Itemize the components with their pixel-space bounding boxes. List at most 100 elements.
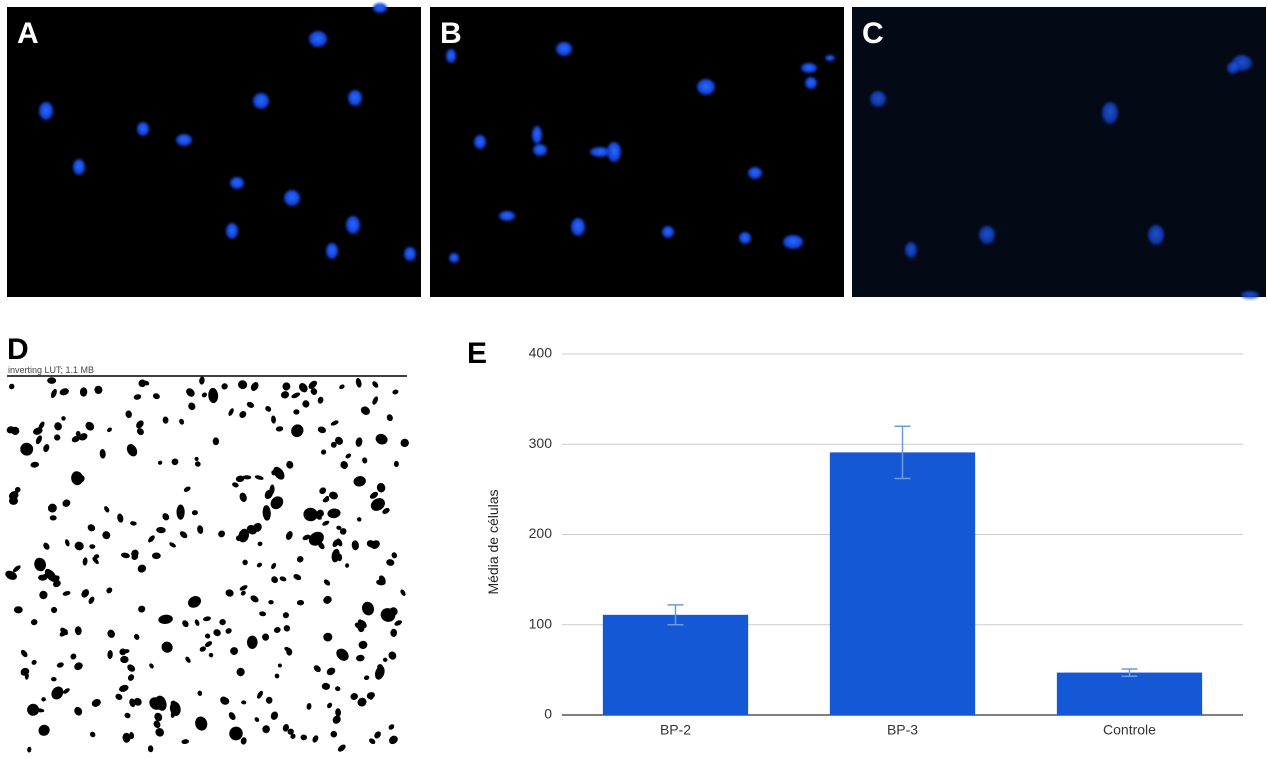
blob (282, 382, 291, 391)
nucleus (590, 147, 610, 157)
blob (357, 697, 367, 707)
blob (256, 562, 263, 568)
blob (282, 612, 289, 619)
blob (257, 690, 263, 699)
blob (6, 426, 15, 434)
blob (133, 633, 140, 640)
nucleus (1241, 291, 1259, 299)
blob (389, 607, 398, 616)
blob (75, 431, 81, 437)
blob (82, 557, 88, 566)
nucleus (825, 55, 835, 61)
blob (390, 628, 398, 637)
blob (102, 531, 111, 540)
nucleus (1227, 62, 1239, 74)
blob (162, 513, 170, 521)
bar (602, 614, 749, 715)
blob (60, 627, 68, 636)
blob (372, 396, 379, 405)
blob (149, 663, 154, 669)
nucleus (446, 49, 456, 63)
blob (194, 456, 199, 461)
blob (360, 406, 370, 415)
nucleus (805, 77, 817, 89)
blob (51, 686, 64, 700)
nucleus (449, 253, 459, 263)
blob (313, 665, 321, 673)
blob (374, 665, 385, 680)
blob (74, 541, 84, 551)
blob (363, 675, 370, 681)
blob (136, 420, 144, 429)
blob (183, 486, 191, 492)
blob (319, 487, 327, 495)
bar (1056, 672, 1203, 715)
blob (197, 525, 204, 534)
blob (129, 732, 135, 740)
blob (356, 517, 362, 522)
nucleus (346, 216, 360, 234)
blob (201, 392, 207, 398)
x-tick-label: BP-2 (660, 722, 691, 738)
blob (133, 394, 142, 400)
blob (225, 589, 234, 597)
blob (303, 507, 318, 522)
blob (254, 717, 260, 723)
blob (117, 513, 124, 523)
blob (8, 383, 15, 390)
nucleus (556, 42, 572, 56)
y-tick-label: 300 (529, 435, 553, 451)
blob (107, 629, 115, 638)
blob (133, 697, 142, 706)
blob (179, 531, 188, 539)
blob (394, 620, 402, 626)
blob (182, 620, 189, 628)
blob (254, 475, 264, 480)
blob (197, 690, 203, 696)
blob (232, 482, 239, 488)
blob (35, 435, 42, 445)
blob (49, 515, 57, 521)
blob (265, 696, 273, 704)
blob (149, 697, 163, 710)
blob (265, 406, 272, 412)
blob (310, 388, 318, 395)
blob (54, 422, 62, 431)
blob (194, 461, 201, 467)
blob (119, 648, 127, 656)
blob (181, 739, 189, 745)
blob (52, 575, 60, 583)
y-axis-label: Média de células (485, 489, 501, 594)
blob (340, 461, 348, 469)
blob (171, 458, 179, 466)
nucleus (801, 63, 817, 73)
blob (127, 674, 135, 681)
blob (30, 619, 38, 626)
nucleus (1148, 225, 1164, 245)
blob (43, 444, 50, 453)
blob (238, 528, 250, 543)
blob (203, 616, 211, 622)
blob (369, 491, 379, 499)
blob (271, 415, 276, 424)
blob (153, 720, 161, 729)
blob (20, 442, 34, 456)
blob (306, 703, 312, 710)
blob (386, 559, 395, 566)
blob (120, 655, 129, 664)
blob (392, 389, 399, 395)
blob (62, 499, 71, 507)
blob (323, 632, 333, 642)
blob (362, 457, 368, 464)
image-caption: inverting LUT; 1.1 MB (8, 365, 94, 375)
blob (393, 460, 399, 468)
blob (212, 437, 220, 446)
blob (47, 503, 57, 513)
nucleus (326, 243, 338, 259)
blob (300, 734, 308, 741)
x-tick-label: BP-3 (887, 722, 918, 738)
blob (120, 552, 130, 559)
blob (225, 628, 232, 634)
nucleus (373, 3, 387, 13)
blob (78, 433, 88, 441)
